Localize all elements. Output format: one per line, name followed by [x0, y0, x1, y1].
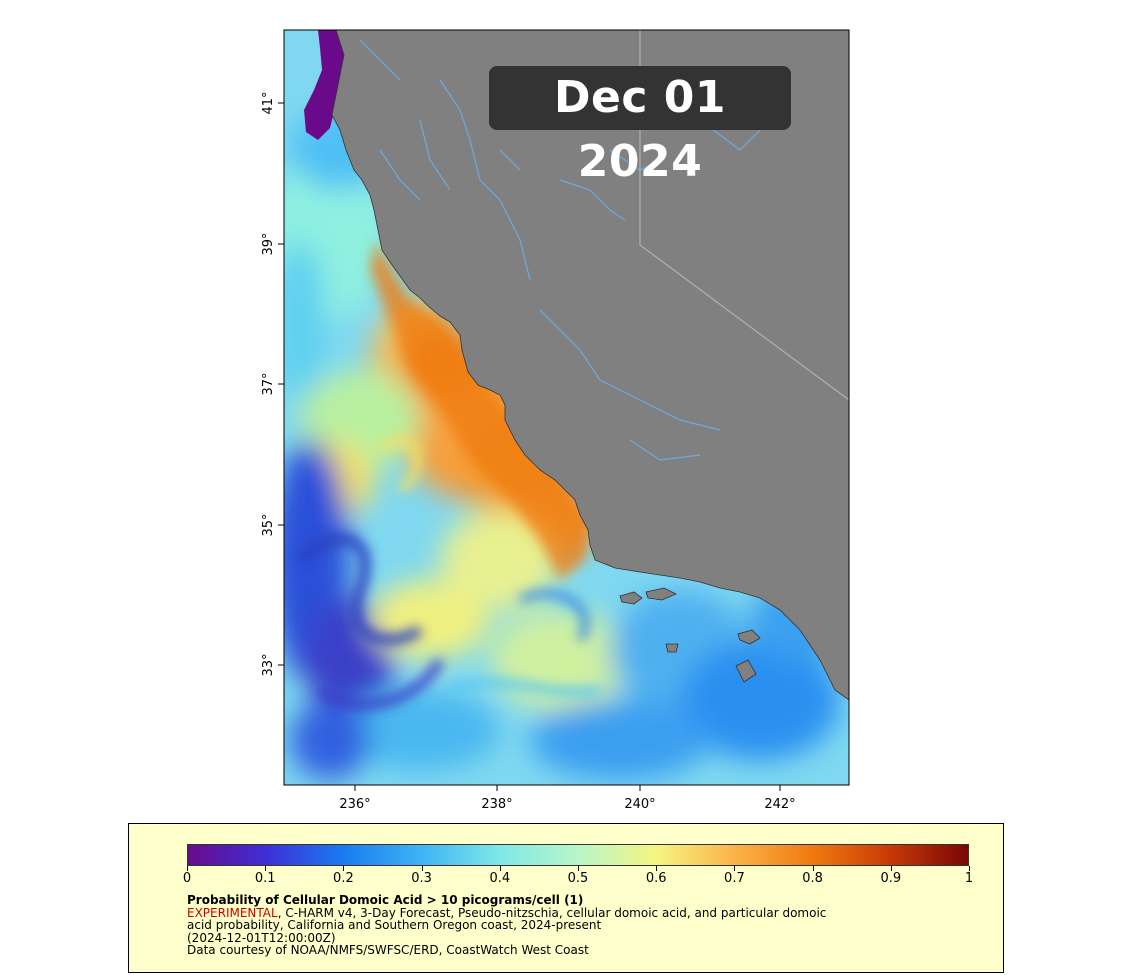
colorbar-tick-label: 0.1	[254, 871, 276, 886]
legend-line-1: EXPERIMENTAL, C-HARM v4, 3-Day Forecast,…	[187, 905, 947, 920]
ocean-eddy-details	[296, 436, 601, 709]
latitude-axis: 41° 39° 37° 35° 33°	[261, 91, 284, 677]
legend-line-2: acid probability, California and Souther…	[187, 918, 602, 932]
lat-tick-label: 35°	[261, 513, 276, 536]
coastal-high-band	[370, 240, 590, 580]
map-plot-area[interactable]	[270, 30, 850, 785]
experimental-tag: EXPERIMENTAL	[187, 905, 278, 920]
colorbar-tick-label: 0.7	[724, 871, 745, 886]
date-badge: Dec 01 2024	[489, 66, 791, 187]
lat-tick-label: 37°	[261, 372, 276, 395]
longitude-axis: 236° 238° 240° 242°	[339, 785, 796, 812]
legend-line-3: (2024-12-01T12:00:00Z)	[187, 930, 336, 945]
lat-tick-label: 33°	[261, 653, 276, 676]
lon-tick-label: 242°	[764, 797, 795, 812]
rivers	[359, 39, 761, 461]
colorbar-tick	[187, 866, 188, 871]
colorbar-tick-label: 0.9	[880, 871, 902, 886]
lon-tick-label: 240°	[624, 797, 655, 812]
colorbar-tick	[265, 866, 267, 871]
colorbar-ticks: 0 0.1 0.2 0.3 0.4 0.5 0.6 0.7 0.8 0.9 1	[183, 866, 973, 886]
colorbar-tick	[499, 866, 501, 871]
legend-title: Probability of Cellular Domoic Acid > 10…	[187, 893, 584, 907]
colorbar-tick-label: 0.3	[411, 871, 432, 886]
colorbar-tick-label: 0.5	[567, 871, 589, 886]
map-frame	[283, 29, 850, 786]
legend-credit: Data courtesy of NOAA/NMFS/SWFSC/ERD, Co…	[187, 943, 589, 957]
lon-tick-label: 236°	[339, 797, 370, 812]
lat-tick-label: 41°	[261, 91, 276, 114]
lat-tick-label: 39°	[261, 232, 276, 255]
colorbar-tick-label: 0.2	[333, 871, 354, 886]
legend-line-1-rest: , C-HARM v4, 3-Day Forecast, Pseudo-nitz…	[277, 905, 827, 920]
colorbar-tick-label: 0	[182, 871, 192, 886]
colorbar-tick	[343, 866, 345, 871]
channel-islands	[619, 587, 761, 683]
colorbar-tick-label: 1	[964, 871, 974, 886]
colorbar-tick-label: 0.4	[489, 871, 511, 886]
map-figure: 41° 39° 37° 35° 33° 236° 238° 240° 242°	[261, 29, 850, 812]
colorbar-tick	[890, 866, 892, 871]
legend-text: Probability of Cellular Domoic Acid > 10…	[187, 894, 947, 957]
lon-tick-label: 238°	[481, 797, 512, 812]
legend-panel: 0 0.1 0.2 0.3 0.4 0.5 0.6 0.7 0.8 0.9 1 Probabilit…	[128, 823, 1004, 973]
colorbar-tick-label: 0.8	[802, 871, 823, 886]
coastal-plume	[304, 30, 352, 140]
colorbar-tick	[969, 866, 970, 871]
colorbar	[187, 844, 969, 866]
colorbar-tick	[578, 866, 579, 871]
colorbar-tick	[421, 866, 423, 871]
colorbar-tick	[812, 866, 814, 871]
colorbar-tick-label: 0.6	[645, 871, 667, 886]
colorbar-tick	[734, 866, 736, 871]
colorbar-tick	[656, 866, 658, 871]
